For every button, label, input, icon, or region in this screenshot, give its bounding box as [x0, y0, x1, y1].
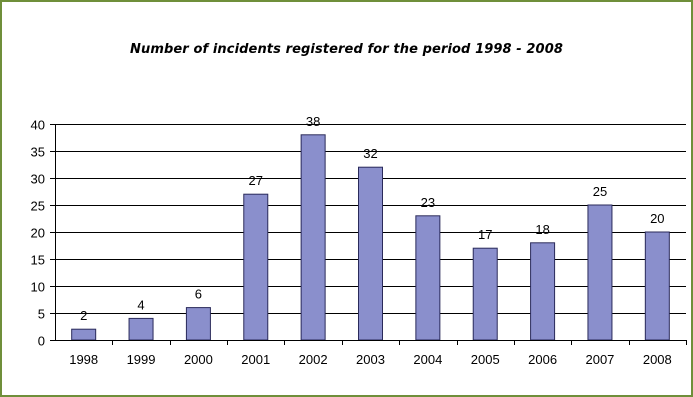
data-label-2004: 23 — [421, 195, 435, 210]
y-tick-label: 10 — [31, 280, 45, 295]
bar-1998 — [71, 328, 97, 341]
x-tick-label-2000: 2000 — [184, 352, 213, 367]
data-label-1999: 4 — [137, 297, 144, 312]
bar-2006 — [530, 242, 556, 341]
data-label-2002: 38 — [306, 114, 320, 129]
y-tick-label: 20 — [31, 226, 45, 241]
data-label-2008: 20 — [650, 211, 664, 226]
x-tick-label-2004: 2004 — [413, 352, 442, 367]
y-tick-label: 35 — [31, 145, 45, 160]
bar-2000 — [185, 307, 211, 341]
bar-2007 — [587, 204, 613, 341]
bar-2002 — [300, 134, 326, 341]
bar-2008 — [644, 231, 670, 341]
axes — [55, 124, 687, 345]
x-tick-label-2005: 2005 — [471, 352, 500, 367]
y-tick-label: 30 — [31, 172, 45, 187]
x-tick-label-2003: 2003 — [356, 352, 385, 367]
x-tick-label-2001: 2001 — [241, 352, 270, 367]
chart-title: Number of incidents registered for the p… — [130, 42, 563, 57]
data-label-1998: 2 — [80, 308, 87, 323]
bar-2003 — [358, 166, 383, 341]
labels: 0 5 10 15 20 25 30 35 40 2 1998 4 1999 6 2000 27 2001 38 2… — [31, 114, 672, 367]
x-tick-label-1998: 1998 — [69, 352, 98, 367]
x-tick-label-1999: 1999 — [127, 352, 156, 367]
x-tick-label-2006: 2006 — [528, 352, 557, 367]
data-label-2005: 17 — [478, 227, 492, 242]
bar-2001 — [243, 193, 269, 341]
y-tick-label: 25 — [31, 199, 45, 214]
bars — [71, 134, 670, 341]
y-tick-label: 40 — [31, 118, 45, 133]
data-label-2006: 18 — [535, 222, 549, 237]
x-tick-label-2008: 2008 — [643, 352, 672, 367]
x-tick-label-2007: 2007 — [585, 352, 614, 367]
data-label-2007: 25 — [593, 184, 607, 199]
bar-2005 — [472, 247, 498, 341]
y-tick-label: 5 — [38, 307, 45, 322]
y-tick-label: 0 — [38, 334, 45, 349]
y-tick-label: 15 — [31, 253, 45, 268]
data-label-2003: 32 — [363, 146, 377, 161]
data-label-2001: 27 — [249, 173, 263, 188]
data-label-2000: 6 — [195, 287, 202, 302]
bar-1999 — [128, 317, 154, 341]
x-tick-label-2002: 2002 — [299, 352, 328, 367]
bar-2004 — [415, 215, 441, 341]
